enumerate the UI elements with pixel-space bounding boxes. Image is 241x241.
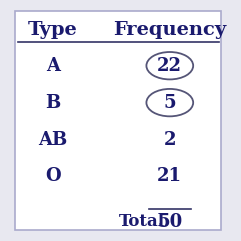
Text: Frequency: Frequency bbox=[113, 21, 226, 39]
Text: 22: 22 bbox=[157, 57, 182, 75]
Text: B: B bbox=[45, 94, 60, 112]
FancyBboxPatch shape bbox=[15, 11, 221, 230]
Text: 2: 2 bbox=[164, 131, 176, 148]
Text: 21: 21 bbox=[157, 167, 182, 186]
Text: O: O bbox=[45, 167, 61, 186]
Text: A: A bbox=[46, 57, 60, 75]
Text: Type: Type bbox=[28, 21, 78, 39]
Text: AB: AB bbox=[38, 131, 67, 148]
Text: 50: 50 bbox=[157, 213, 182, 231]
Text: Total: Total bbox=[119, 213, 165, 230]
Text: 5: 5 bbox=[163, 94, 176, 112]
